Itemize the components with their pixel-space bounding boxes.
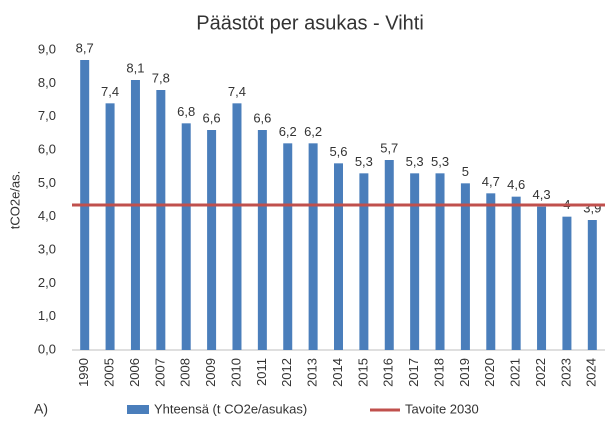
bar [537,206,547,350]
x-tick-label: 2010 [228,358,243,387]
value-label: 5,3 [406,154,424,169]
chart-title: Päästöt per asukas - Vihti [196,12,424,34]
bar [410,173,420,350]
value-label: 5,7 [380,140,398,155]
value-label: 8,7 [76,40,94,55]
y-tick-label: 0,0 [38,341,56,356]
value-label: 4,3 [533,187,551,202]
value-label: 4,7 [482,174,500,189]
y-tick-label: 2,0 [38,275,56,290]
bar [384,160,394,350]
annotation: A) [34,401,48,417]
bar [486,193,496,350]
y-tick-label: 9,0 [38,41,56,56]
x-tick-label: 2011 [254,358,269,386]
x-tick-label: 2007 [152,358,167,387]
y-tick-label: 1,0 [38,308,56,323]
value-label: 5,3 [431,154,449,169]
value-label: 6,6 [203,110,221,125]
value-label: 7,4 [228,84,246,99]
x-tick-label: 1990 [76,358,91,387]
x-tick-label: 2015 [355,358,370,387]
value-label: 3,9 [583,200,601,215]
legend-label: Yhteensä (t CO2e/asukas) [154,401,307,416]
value-label: 6,2 [279,124,297,139]
bar [587,220,597,350]
value-label: 6,2 [304,124,322,139]
x-tick-label: 2017 [406,358,421,387]
y-tick-label: 5,0 [38,175,56,190]
bar [232,103,242,350]
y-tick-label: 6,0 [38,141,56,156]
legend-label: Tavoite 2030 [405,401,479,416]
value-label: 5 [462,164,469,179]
bar [181,123,191,350]
value-label: 7,4 [101,84,119,99]
bar [130,80,140,350]
bar [156,90,166,350]
bar [308,143,318,350]
value-label: 8,1 [126,60,144,75]
x-tick-label: 2020 [482,358,497,387]
bar [257,130,267,350]
y-tick-label: 3,0 [38,241,56,256]
x-tick-label: 2024 [584,358,599,387]
x-tick-label: 2005 [102,358,117,387]
value-label: 5,3 [355,154,373,169]
x-tick-label: 2016 [381,358,396,387]
x-tick-label: 2018 [431,358,446,387]
bar [334,163,343,350]
x-tick-label: 2006 [127,358,142,387]
x-tick-label: 2013 [305,358,320,387]
x-tick-label: 2008 [178,358,193,387]
y-tick-label: 7,0 [38,108,56,123]
x-tick-label: 2019 [457,358,472,387]
x-tick-label: 2009 [203,358,218,387]
x-tick-label: 2021 [508,358,523,387]
legend-swatch [127,405,149,414]
bar [562,216,572,350]
value-label: 4,6 [507,177,525,192]
x-tick-label: 2014 [330,358,345,387]
value-label: 5,6 [329,144,347,159]
x-tick-label: 2022 [533,358,548,387]
y-tick-label: 8,0 [38,75,56,90]
x-tick-label: 2012 [279,358,294,387]
bar [435,173,445,350]
bar [511,196,521,350]
x-tick-label: 2023 [558,358,573,387]
bar [207,130,217,350]
bar [283,143,293,350]
bar [105,103,115,350]
bar [460,183,470,350]
y-axis-label: tCO2e/as. [7,171,22,230]
value-label: 6,6 [253,110,271,125]
y-tick-label: 4,0 [38,208,56,223]
value-label: 6,8 [177,104,195,119]
value-label: 7,8 [152,70,170,85]
bar [359,173,369,350]
